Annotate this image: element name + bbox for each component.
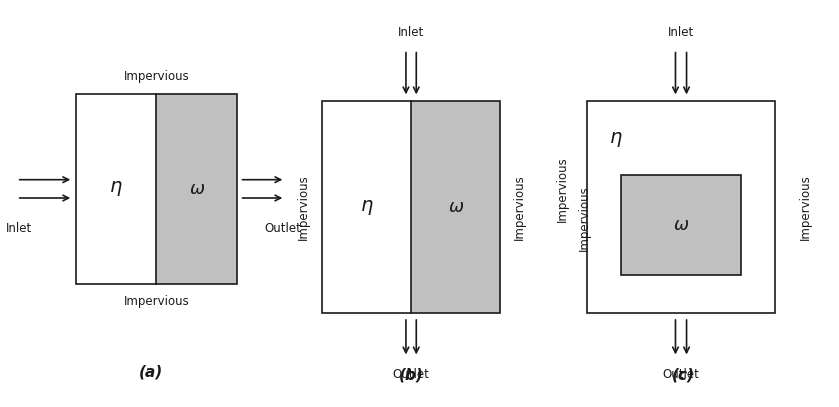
- Bar: [411, 101, 500, 313]
- Text: Inlet: Inlet: [398, 26, 425, 39]
- Bar: [76, 94, 156, 284]
- Text: Outlet: Outlet: [264, 222, 301, 235]
- Bar: [322, 101, 411, 313]
- Text: Inlet: Inlet: [7, 222, 33, 235]
- Text: Outlet: Outlet: [393, 368, 430, 381]
- Text: $\omega$: $\omega$: [447, 198, 464, 216]
- Text: Impervious: Impervious: [799, 174, 812, 240]
- Text: (b): (b): [399, 368, 424, 383]
- Bar: [76, 94, 237, 284]
- Bar: [586, 101, 775, 313]
- Text: $\eta$: $\eta$: [360, 198, 373, 217]
- Text: (a): (a): [139, 364, 163, 379]
- Text: Impervious: Impervious: [296, 174, 310, 240]
- Text: Inlet: Inlet: [668, 26, 694, 39]
- Text: Impervious: Impervious: [513, 174, 526, 240]
- Text: Impervious: Impervious: [123, 295, 190, 308]
- Text: Impervious: Impervious: [555, 156, 569, 222]
- Text: $\eta$: $\eta$: [609, 130, 623, 149]
- Bar: [621, 175, 742, 275]
- Text: $\omega$: $\omega$: [189, 180, 205, 198]
- Text: $\omega$: $\omega$: [673, 216, 689, 234]
- Text: Outlet: Outlet: [663, 368, 700, 381]
- Bar: [322, 101, 500, 313]
- Text: Impervious: Impervious: [123, 70, 190, 83]
- Bar: [156, 94, 237, 284]
- Text: (c): (c): [672, 368, 696, 383]
- Text: $\eta$: $\eta$: [109, 179, 123, 198]
- Text: Impervious: Impervious: [577, 185, 591, 251]
